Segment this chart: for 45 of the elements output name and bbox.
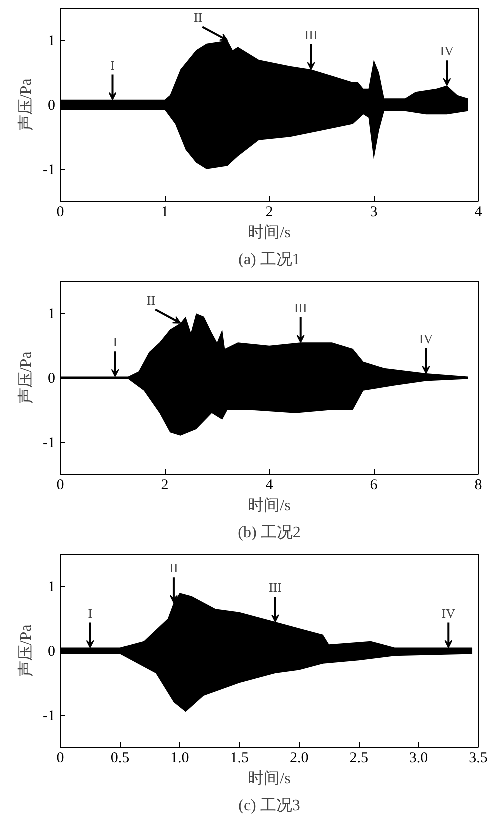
annotation: II [146,292,156,308]
y-tick-label: -1 [43,708,56,724]
annotation: III [304,28,318,43]
x-axis-title: 时间/s [248,224,291,242]
x-tick-label: 1.5 [230,750,250,766]
x-tick-label: 4 [266,478,274,494]
x-tick-label: 2.0 [290,750,309,766]
annotation: III [268,580,282,596]
x-tick-label: 8 [474,478,482,494]
annotation: II [194,10,203,26]
x-tick-label: 0.5 [110,750,130,766]
y-tick-label: 0 [48,371,56,387]
y-axis-title: 声压/Pa [17,78,36,132]
text: (b) 工况2 [238,524,301,542]
x-tick-label: 2.5 [350,750,368,766]
y-tick-label: 0 [48,98,56,114]
text: (c) 工况3 [238,798,300,814]
y-tick-label: -1 [43,435,56,452]
y-tick-label: 1 [48,580,56,596]
y-tick-label: 0 [48,644,56,660]
x-tick-label: 1.0 [170,750,190,766]
x-tick-label: 4 [474,204,483,220]
x-tick-label: 3.5 [469,750,488,766]
x-tick-label: 2 [266,204,274,220]
annotation: IV [419,331,434,346]
annotation: IV [442,606,456,621]
x-tick-label: 1 [161,204,169,220]
x-tick-label: 6 [370,478,378,494]
x-tick-label: 3.0 [409,750,428,766]
text: (a) 工况1 [238,252,300,268]
x-tick-label: 2 [161,478,169,494]
x-tick-label: 3 [370,204,378,220]
annotation: III [294,300,308,316]
annotation: I [88,606,93,621]
annotation: I [113,334,118,350]
y-tick-label: 1 [48,34,56,50]
annotation: II [170,560,178,576]
x-axis-title: 时间/s [248,496,291,514]
x-axis-title: 时间/s [248,770,291,788]
y-axis-title: 声压/Pa [17,624,36,678]
annotation: I [110,58,115,73]
y-tick-label: -1 [43,162,56,178]
y-axis-title: 声压/Pa [17,352,36,404]
annotation: IV [440,44,455,59]
y-tick-label: 1 [48,306,56,323]
